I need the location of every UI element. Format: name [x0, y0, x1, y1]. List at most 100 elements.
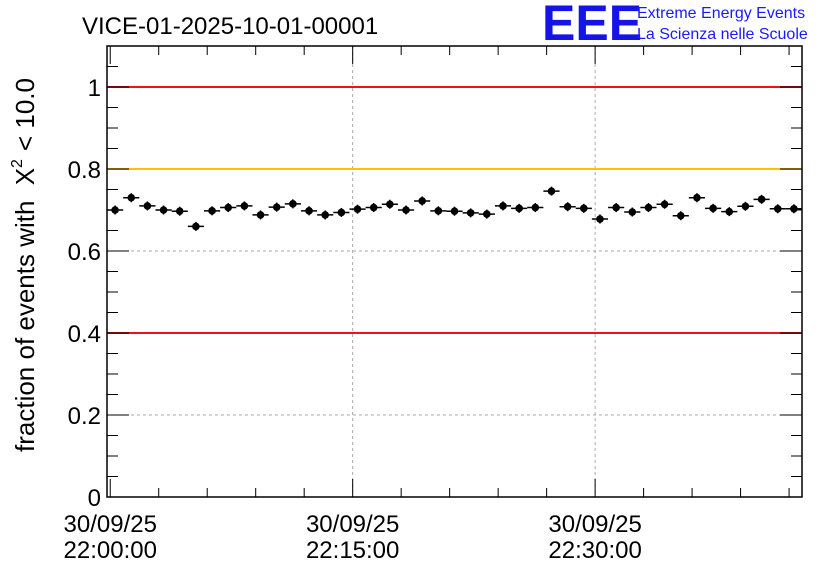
data-point	[575, 203, 592, 213]
y-tick-label: 0.4	[68, 321, 101, 348]
y-tick-label: 0.8	[68, 157, 101, 184]
y-axis-label-symbol: X	[10, 168, 40, 185]
logo-line1: Extreme Energy Events	[637, 5, 805, 22]
eee-logo: EEE Extreme Energy Events La Scienza nel…	[542, 0, 808, 51]
point-marker	[127, 193, 136, 202]
y-axis-label: fraction of events with X2 < 10.0	[9, 78, 40, 452]
point-marker	[369, 203, 378, 212]
point-marker	[305, 207, 313, 215]
reference-lines	[107, 86, 802, 334]
data-point	[494, 201, 512, 211]
x-tick-labels: 30/09/2522:00:0030/09/2522:15:0030/09/25…	[64, 511, 642, 564]
data-point	[155, 205, 172, 215]
logo-line2: La Scienza nelle Scuole	[637, 26, 808, 43]
point-marker	[531, 203, 540, 212]
x-tick-label-date: 30/09/25	[64, 511, 157, 538]
point-marker	[208, 207, 216, 215]
data-point	[737, 201, 754, 211]
data-point	[171, 206, 188, 216]
point-marker	[386, 200, 394, 209]
point-marker	[418, 197, 426, 205]
point-marker	[547, 187, 556, 195]
x-tick-label-date: 30/09/25	[306, 511, 399, 538]
data-point	[559, 202, 576, 212]
point-marker	[499, 202, 507, 210]
logo-mark: EEE	[542, 0, 642, 51]
point-marker	[434, 207, 443, 215]
point-marker	[773, 204, 782, 213]
point-marker	[224, 203, 233, 212]
data-point	[721, 207, 738, 217]
data-point	[462, 208, 479, 218]
data-point	[446, 206, 463, 216]
data-point	[123, 193, 140, 203]
x-tick-label-time: 22:30:00	[548, 537, 641, 564]
y-axis-label-tail: < 10.0	[10, 78, 40, 151]
point-marker	[450, 207, 459, 216]
data-point	[688, 193, 706, 203]
point-marker	[321, 211, 329, 219]
data-point	[591, 214, 609, 224]
y-axis-label-superscript: 2	[9, 159, 26, 168]
data-point	[139, 201, 156, 211]
data-point	[640, 203, 657, 213]
data-point	[527, 203, 544, 213]
data-point	[608, 203, 625, 213]
y-tick-label: 0.6	[68, 239, 101, 266]
data-point	[705, 203, 722, 213]
point-marker	[240, 202, 249, 210]
data-point	[656, 199, 673, 209]
point-marker	[612, 203, 620, 212]
point-marker	[466, 209, 475, 217]
data-point	[268, 202, 285, 212]
data-point	[414, 196, 431, 206]
data-point	[333, 207, 350, 217]
point-marker	[580, 204, 588, 213]
point-marker	[256, 211, 265, 219]
point-marker	[515, 204, 523, 213]
data-point	[349, 204, 366, 214]
point-marker	[402, 206, 410, 214]
point-marker	[337, 208, 346, 217]
data-point	[397, 205, 415, 215]
point-marker	[693, 193, 701, 202]
data-point	[511, 203, 528, 213]
point-marker	[709, 204, 717, 213]
data-point	[236, 201, 253, 211]
data-point	[365, 203, 382, 213]
data-point	[252, 210, 269, 220]
axis-ticks	[107, 45, 802, 498]
y-tick-labels: 0 0.2 0.4 0.6 0.8 1	[68, 75, 101, 512]
point-marker	[192, 222, 200, 231]
point-marker	[596, 215, 604, 223]
point-marker	[757, 195, 766, 204]
data-point	[300, 206, 318, 216]
data-point	[624, 207, 641, 217]
point-marker	[483, 210, 491, 218]
x-tick-label-time: 22:00:00	[64, 537, 157, 564]
y-axis-label-text: fraction of events with	[10, 201, 40, 452]
point-marker	[353, 205, 362, 213]
point-marker	[725, 207, 734, 216]
point-marker	[790, 204, 798, 213]
data-point	[203, 206, 221, 216]
data-point	[753, 194, 770, 204]
y-tick-label: 1	[88, 75, 101, 102]
point-marker	[175, 207, 184, 216]
x-tick-label-time: 22:15:00	[306, 537, 399, 564]
data-point	[317, 210, 334, 220]
data-point	[478, 209, 495, 219]
data-point	[187, 221, 204, 231]
point-marker	[644, 203, 653, 212]
point-marker	[676, 211, 685, 220]
point-marker	[628, 208, 637, 216]
point-marker	[272, 203, 281, 211]
point-marker	[563, 202, 572, 211]
y-tick-label: 0.2	[68, 403, 101, 430]
data-point	[220, 203, 237, 213]
data-point	[543, 186, 560, 196]
data-point	[430, 206, 447, 216]
point-marker	[741, 202, 750, 211]
y-tick-label: 0	[88, 485, 101, 512]
x-tick-label-date: 30/09/25	[548, 511, 641, 538]
